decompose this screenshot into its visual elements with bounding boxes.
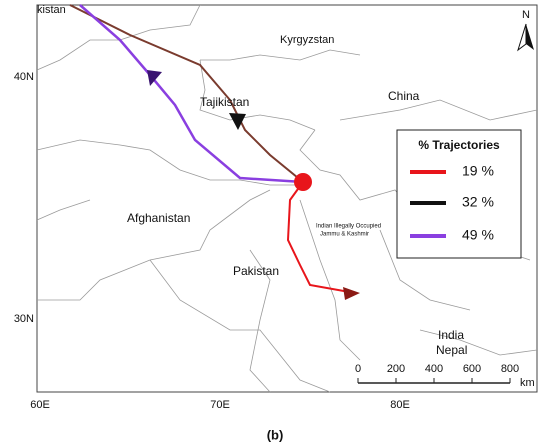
borders	[36, 4, 538, 393]
region-label: Indian Illegally Occupied	[316, 224, 381, 230]
trajectory-19	[286, 181, 356, 294]
country-label: kistan	[37, 4, 66, 16]
lat-label: 30N	[14, 313, 34, 325]
region-label: Jammu & Kashmir	[320, 232, 369, 238]
legend-label: 49 %	[462, 227, 494, 243]
legend-items: 19 % 32 % 49 %	[410, 163, 494, 243]
north-arrow-right	[526, 24, 534, 50]
arrow-head	[229, 113, 246, 130]
lon-label: 60E	[30, 399, 50, 411]
scale-label: 0	[355, 363, 361, 375]
north-arrow: N	[517, 9, 534, 52]
country-label: Nepal	[436, 343, 467, 357]
legend-label: 19 %	[462, 163, 494, 179]
scale-label: 800	[501, 363, 519, 375]
trajectories	[69, 4, 360, 300]
scale-label: 400	[425, 363, 443, 375]
scale-unit: km	[520, 377, 535, 389]
country-label: Afghanistan	[127, 211, 190, 225]
arrow-head	[343, 287, 360, 300]
country-label: China	[388, 89, 420, 103]
legend-title: % Trajectories	[418, 138, 500, 152]
lon-label: 80E	[390, 399, 410, 411]
lat-label: 40N	[14, 71, 34, 83]
arrow-head	[147, 70, 162, 86]
scale-label: 600	[463, 363, 481, 375]
map-labels: kistan Kyrgyzstan China Tajikistan Afgha…	[14, 4, 468, 411]
north-label: N	[522, 9, 530, 21]
scale-label: 200	[387, 363, 405, 375]
lon-label: 70E	[210, 399, 230, 411]
country-label: Tajikistan	[200, 95, 249, 109]
trajectory-49	[79, 4, 304, 184]
trajectory-32	[69, 4, 304, 183]
legend-label: 32 %	[462, 194, 494, 210]
caption: (b)	[267, 427, 284, 442]
country-label: Kyrgyzstan	[280, 34, 334, 46]
country-label: India	[438, 328, 464, 342]
source-point	[294, 173, 312, 191]
country-label: Pakistan	[233, 264, 279, 278]
